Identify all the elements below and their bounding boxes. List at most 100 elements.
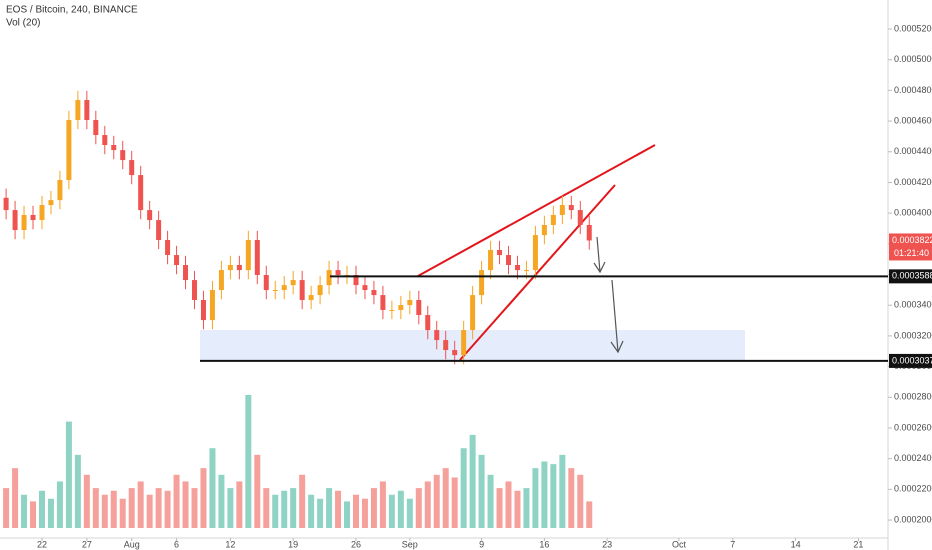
candle-body <box>281 285 287 291</box>
candle-body <box>227 265 233 271</box>
volume-bar <box>433 474 440 528</box>
x-tick-label: 26 <box>351 539 361 549</box>
candle-body <box>236 265 242 271</box>
x-tick-label: 21 <box>853 539 863 549</box>
volume-bar <box>56 481 63 528</box>
volume-bar <box>379 481 386 528</box>
candle-body <box>57 179 63 201</box>
volume-bar <box>568 468 575 528</box>
candle-body <box>12 210 18 231</box>
arrow <box>611 279 619 353</box>
candle-body <box>362 285 368 291</box>
x-tick-label: 19 <box>288 539 298 549</box>
candle-body <box>353 274 359 286</box>
volume-bar <box>308 494 315 528</box>
candle-body <box>497 249 503 256</box>
volume-bar <box>550 464 557 528</box>
candle-body <box>48 200 54 206</box>
volume-bar <box>361 498 368 528</box>
candle-body <box>218 270 224 291</box>
volume-bar <box>191 488 198 528</box>
level-label-box <box>889 353 932 368</box>
x-tick-label: Sep <box>402 539 418 549</box>
volume-bar <box>406 498 413 528</box>
candle-body <box>272 290 278 292</box>
volume-bar <box>119 498 126 528</box>
volume-bar <box>3 488 10 528</box>
candle-body <box>541 224 547 236</box>
candle-body <box>138 175 144 211</box>
x-tick-label: 6 <box>174 539 179 549</box>
volume-bar <box>478 454 485 528</box>
volume-bar <box>182 481 189 528</box>
volume-bar <box>128 488 135 528</box>
volume-bar <box>586 501 593 528</box>
candle-body <box>389 309 395 311</box>
volume-bar <box>83 474 90 528</box>
arrow <box>596 236 601 273</box>
candle-body <box>532 235 538 271</box>
candle-body <box>174 255 180 266</box>
last-price-box <box>889 233 932 261</box>
candle-body <box>568 205 574 211</box>
volume-bar <box>317 498 324 528</box>
candle-body <box>245 239 251 271</box>
volume-bar <box>47 498 54 528</box>
candle-body <box>559 205 565 215</box>
x-tick-label: 12 <box>225 539 235 549</box>
last-price-label: 0.0003822 <box>892 235 932 245</box>
candle-body <box>523 270 529 272</box>
volume-bar <box>496 488 503 528</box>
candle-body <box>209 290 215 321</box>
volume-bar <box>352 494 359 528</box>
level-label-box <box>889 269 932 284</box>
volume-bar <box>30 501 37 528</box>
volume-bar <box>110 490 117 528</box>
volume-bar <box>92 488 99 528</box>
volume-bar <box>12 468 19 528</box>
volume-bar <box>299 474 306 528</box>
candle-body <box>30 214 36 221</box>
candle-body <box>425 315 431 331</box>
volume-bar <box>532 468 539 528</box>
candle-body <box>156 220 162 240</box>
volume-bar <box>541 461 548 528</box>
candle-body <box>183 265 189 281</box>
candle-body <box>66 119 72 180</box>
volume-bar <box>326 488 333 528</box>
candle-body <box>263 274 269 291</box>
x-tick-label: 22 <box>37 539 47 549</box>
volume-title: Vol (20) <box>6 18 40 29</box>
candle-body <box>254 239 260 275</box>
volume-bar <box>514 490 521 528</box>
volume-bar <box>65 421 72 528</box>
volume-bar <box>388 494 395 528</box>
volume-bar <box>370 488 377 528</box>
volume-bar <box>254 454 261 528</box>
volume-bar <box>74 454 81 528</box>
candle-body <box>3 197 9 211</box>
candle-body <box>335 270 341 275</box>
volume-bar <box>559 454 566 528</box>
arrow-head <box>593 261 606 274</box>
candle-body <box>514 265 520 271</box>
volume-bar <box>227 488 234 528</box>
x-tick-label: Aug <box>124 539 140 549</box>
candle-body <box>479 270 485 296</box>
volume-bar <box>245 395 252 528</box>
candle-body <box>290 280 296 286</box>
candle-body <box>326 270 332 286</box>
volume-bar <box>451 477 458 528</box>
volume-bar <box>146 494 153 528</box>
candle-body <box>120 150 126 161</box>
candle-body <box>452 350 458 356</box>
volume-bar <box>290 488 297 528</box>
candle-body <box>380 295 386 310</box>
candle-body <box>371 290 377 296</box>
